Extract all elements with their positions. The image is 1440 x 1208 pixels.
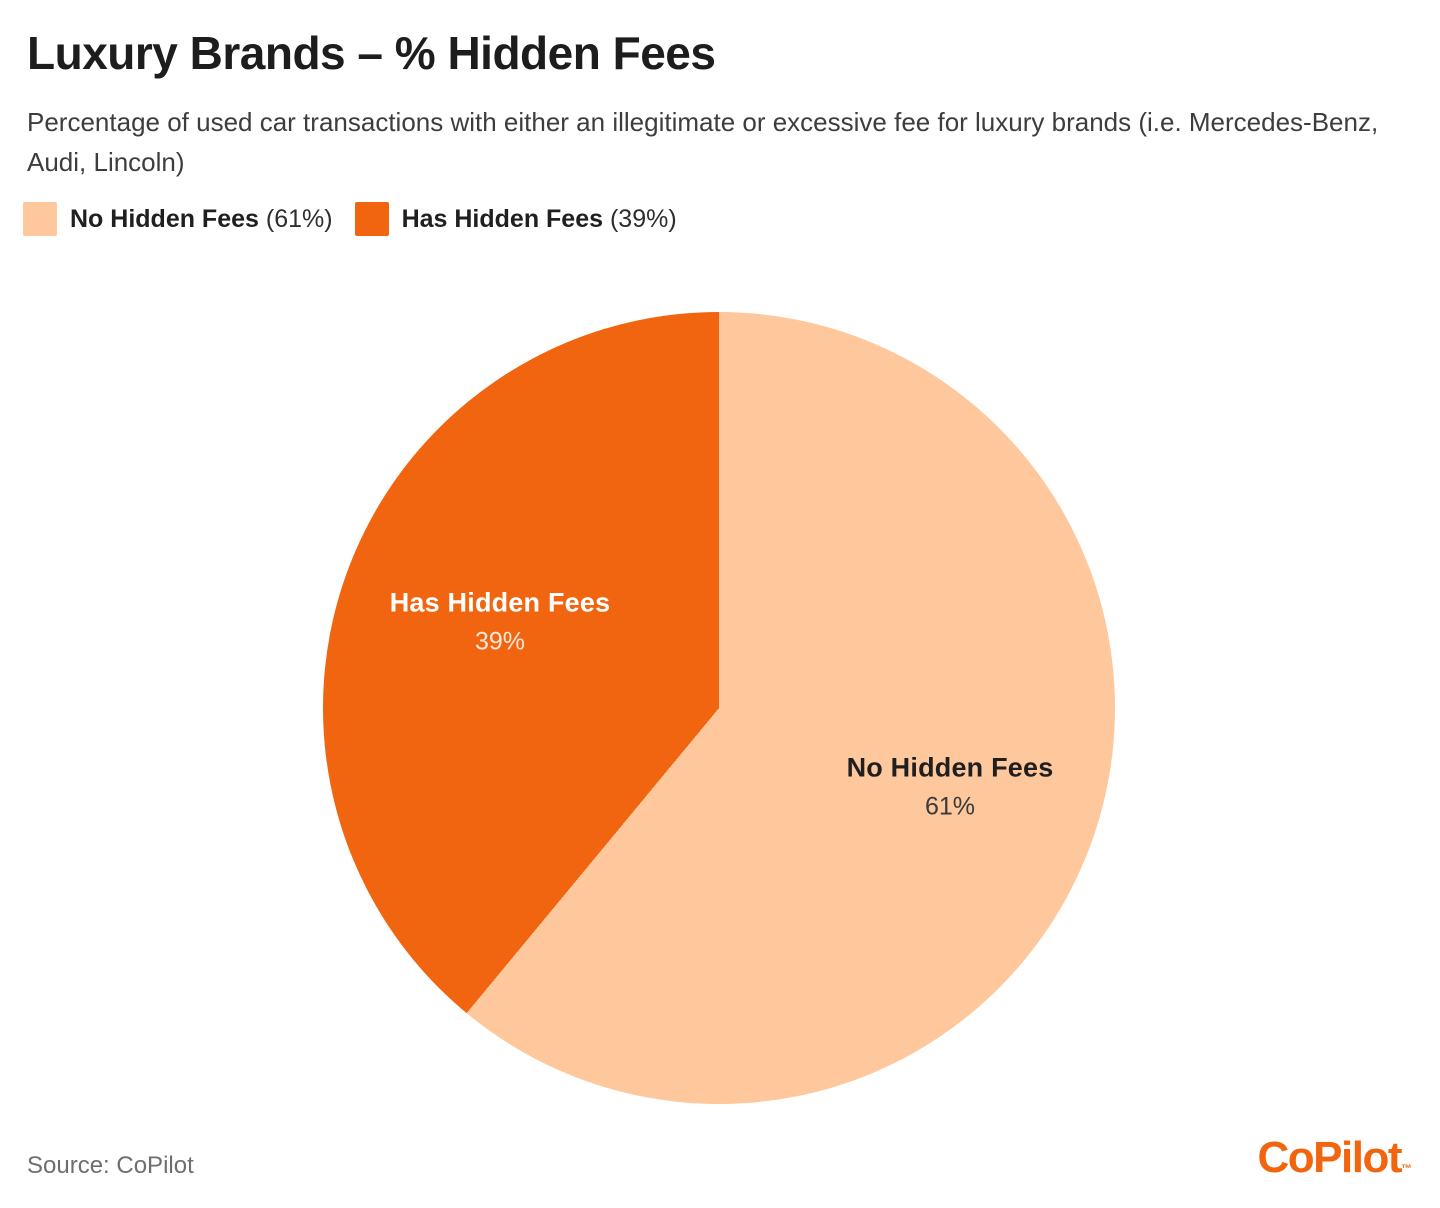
page-title: Luxury Brands – % Hidden Fees [27, 27, 716, 79]
legend-swatch-has-hidden-fees [354, 202, 389, 236]
trademark-symbol: ™ [1401, 1163, 1412, 1175]
page-subtitle: Percentage of used car transactions with… [27, 107, 1379, 178]
pie-chart: Has Hidden Fees 39% No Hidden Fees 61% [323, 312, 1115, 1104]
legend-swatch-no-hidden-fees [23, 202, 57, 236]
slice-label-has-hidden-fees: Has Hidden Fees 39% [390, 588, 611, 657]
header: Luxury Brands – % Hidden Fees Percentage… [27, 26, 1410, 183]
source-attribution: Source: CoPilot [27, 1152, 194, 1179]
chart-legend: No Hidden Fees (61%) Has Hidden Fees (39… [23, 202, 677, 236]
legend-percent-text: (61%) [265, 204, 333, 233]
legend-percent-text: (39%) [609, 204, 677, 233]
slice-label-no-hidden-fees: No Hidden Fees 61% [847, 753, 1054, 822]
legend-item-no-hidden-fees: No Hidden Fees (61%) [23, 202, 333, 236]
legend-label-text: No Hidden Fees [70, 204, 259, 233]
legend-label-no-hidden-fees: No Hidden Fees (61%) [70, 205, 333, 234]
slice-value: 39% [474, 627, 526, 656]
legend-label-text: Has Hidden Fees [401, 204, 604, 233]
copilot-logo-text: CoPilot [1257, 1133, 1403, 1182]
slice-name: No Hidden Fees [846, 752, 1054, 783]
slice-value: 61% [924, 792, 976, 821]
legend-item-has-hidden-fees: Has Hidden Fees (39%) [354, 202, 677, 236]
slice-name: Has Hidden Fees [389, 587, 611, 618]
legend-label-has-hidden-fees: Has Hidden Fees (39%) [402, 205, 677, 234]
copilot-logo: CoPilot™ [1258, 1136, 1412, 1180]
